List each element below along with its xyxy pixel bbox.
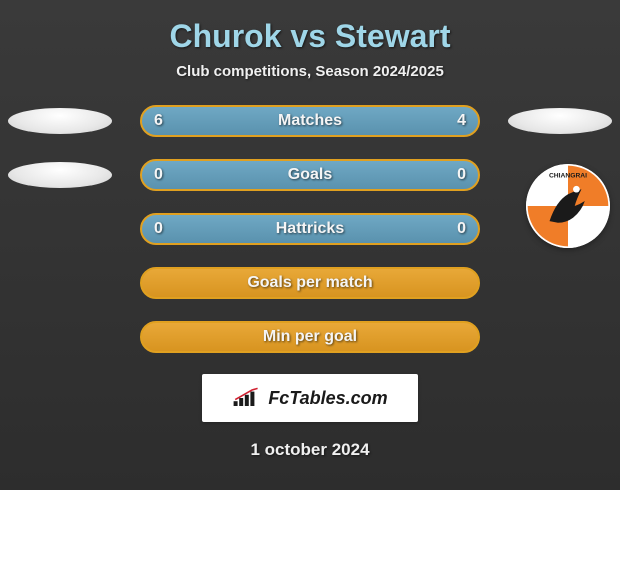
stat-bar: Min per goal [140,321,480,353]
svg-text:CHIANGRAI: CHIANGRAI [549,172,587,179]
right-team-badge: CHIANGRAI [526,164,610,248]
stat-left-value: 0 [154,166,163,184]
right-team-ellipse [508,108,612,134]
fctables-text: FcTables.com [268,388,387,409]
date-label: 1 october 2024 [0,440,620,460]
stat-label: Goals per match [247,274,372,292]
stat-bar: 0 Goals 0 [140,159,480,191]
comparison-card: Churok vs Stewart Club competitions, Sea… [0,0,620,490]
stat-right-value: 0 [457,220,466,238]
subtitle: Club competitions, Season 2024/2025 [0,63,620,98]
fctables-attribution[interactable]: FcTables.com [202,374,418,422]
stat-label: Min per goal [263,328,357,346]
stat-row-matches: 6 Matches 4 [0,98,620,144]
stat-row-hattricks: 0 Hattricks 0 CHIANGRAI [0,206,620,252]
left-team-ellipse [8,108,112,134]
stat-left-value: 6 [154,112,163,130]
stat-right-value: 4 [457,112,466,130]
stat-label: Goals [288,166,332,184]
stat-bar: Goals per match [140,267,480,299]
chiangrai-logo-icon: CHIANGRAI [526,164,610,248]
stat-label: Matches [278,112,342,130]
stat-row-goals-per-match: Goals per match [0,260,620,306]
fctables-logo-icon [232,386,264,410]
stat-bar: 6 Matches 4 [140,105,480,137]
stat-left-value: 0 [154,220,163,238]
stat-label: Hattricks [276,220,344,238]
left-team-ellipse [8,162,112,188]
stat-right-value: 0 [457,166,466,184]
stat-row-min-per-goal: Min per goal [0,314,620,360]
stat-bar: 0 Hattricks 0 [140,213,480,245]
page-title: Churok vs Stewart [0,0,620,63]
stat-row-goals: 0 Goals 0 [0,152,620,198]
